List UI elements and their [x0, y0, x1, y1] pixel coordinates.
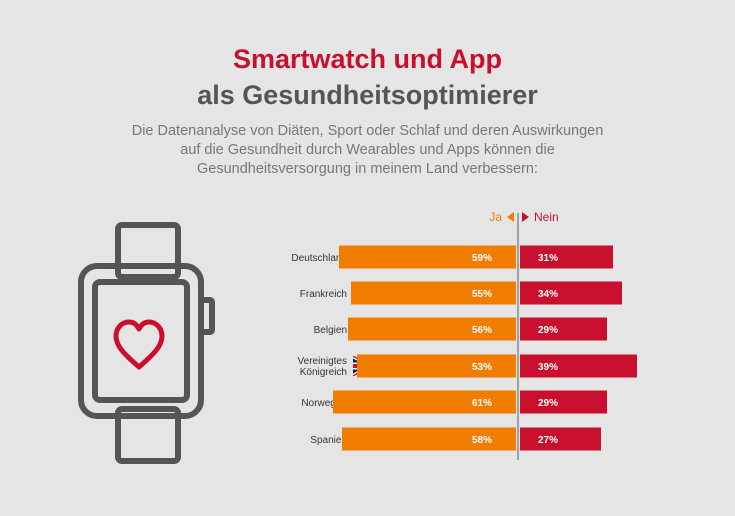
data-label-nein: 29% — [538, 398, 558, 409]
legend-ja-label: Ja — [489, 210, 502, 224]
bar-ja — [342, 427, 516, 451]
subtitle-line-1: Die Datenanalyse von Diäten, Sport oder … — [131, 123, 604, 139]
data-label-ja: 58% — [472, 435, 492, 446]
category-label: Deutschland — [291, 253, 347, 264]
category-label: Königreich — [300, 367, 347, 378]
subtitle-line-2: auf die Gesundheit durch Wearables und A… — [180, 142, 555, 158]
bar-nein — [520, 245, 613, 269]
bar-ja — [348, 317, 516, 341]
subtitle-line-3: Gesundheitsversorgung in meinem Land ver… — [197, 161, 538, 177]
data-label-nein: 31% — [538, 253, 558, 264]
title-line-2: als Gesundheitsoptimierer — [197, 80, 538, 110]
bar-nein — [520, 317, 607, 341]
bar-ja — [351, 281, 516, 305]
bar-nein — [520, 427, 601, 451]
data-label-ja: 53% — [472, 362, 492, 373]
data-label-nein: 34% — [538, 289, 558, 300]
data-label-nein: 27% — [538, 435, 558, 446]
category-label: Norwegen — [301, 398, 347, 409]
data-label-ja: 59% — [472, 253, 492, 264]
category-label: Spanien — [310, 435, 347, 446]
bar-nein — [520, 390, 607, 414]
category-label: Frankreich — [300, 289, 347, 300]
legend-ja-arrow-icon — [507, 212, 514, 222]
bar-nein — [520, 281, 622, 305]
title-line-1: Smartwatch und App — [232, 44, 502, 74]
bar-ja — [357, 354, 516, 378]
data-label-nein: 39% — [538, 362, 558, 373]
data-label-ja: 61% — [472, 398, 492, 409]
data-label-ja: 56% — [472, 325, 492, 336]
data-label-nein: 29% — [538, 325, 558, 336]
data-label-ja: 55% — [472, 289, 492, 300]
smartwatch-heart-icon — [78, 222, 215, 464]
category-label: Belgien — [314, 325, 347, 336]
category-label: Vereinigtes — [298, 356, 347, 367]
legend-nein-label: Nein — [534, 210, 559, 224]
bar-nein — [520, 354, 637, 378]
bar-ja — [333, 390, 516, 414]
subtitle: Die Datenanalyse von Diäten, Sport oder … — [0, 122, 735, 179]
legend-nein-arrow-icon — [522, 212, 529, 222]
bar-ja — [339, 245, 516, 269]
